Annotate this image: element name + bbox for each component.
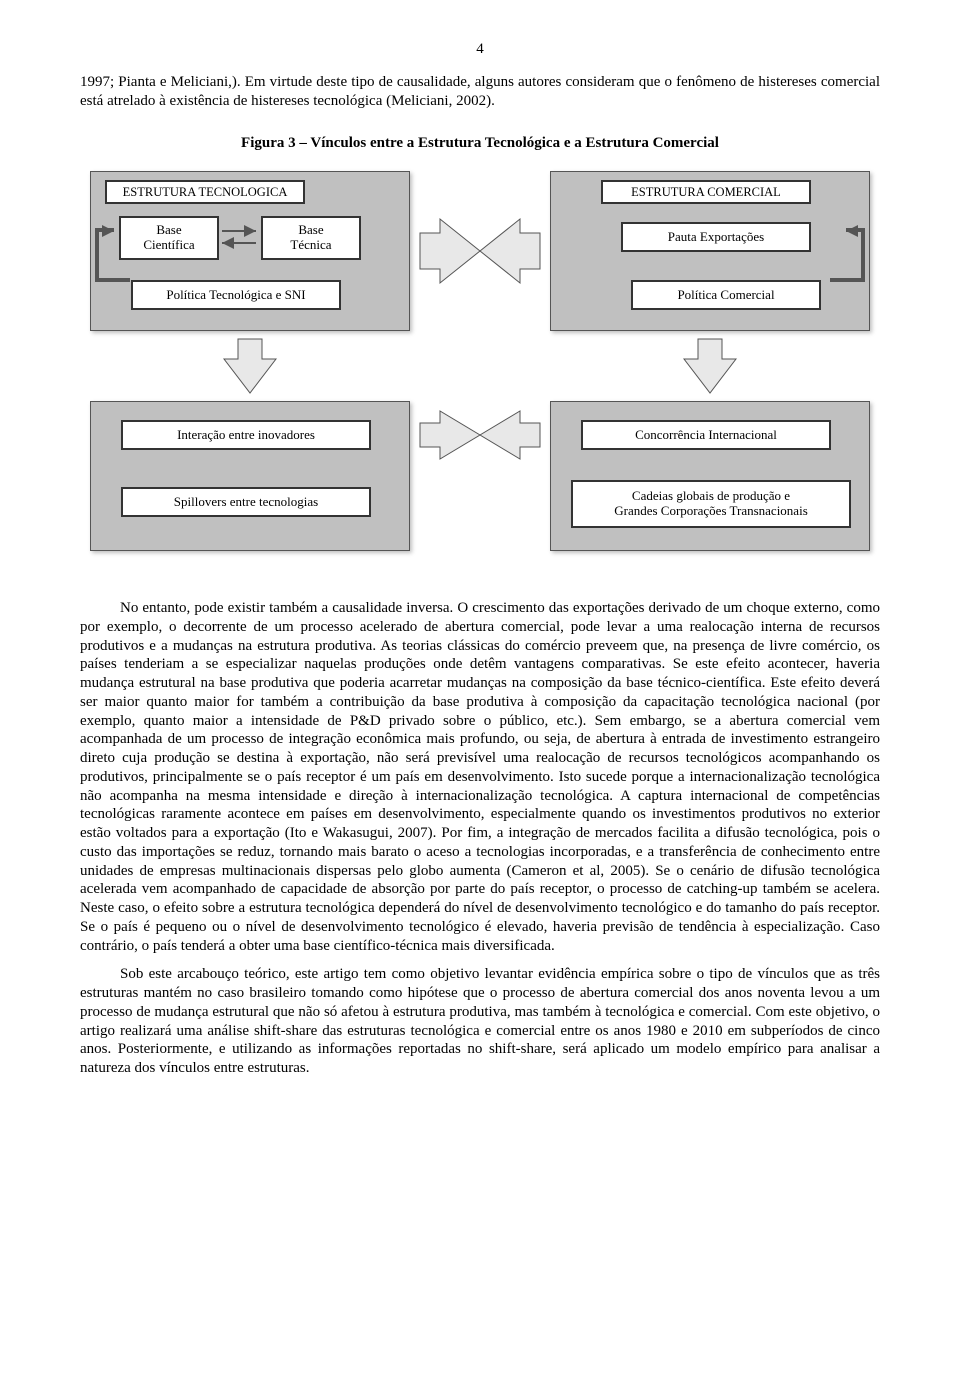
panel-concorrencia: Concorrência Internacional Cadeias globa… (550, 401, 870, 551)
header-estrutura-tecnologica: ESTRUTURA TECNOLOGICA (105, 180, 305, 204)
panel-estrutura-tecnologica: ESTRUTURA TECNOLOGICA Base Científica Ba… (90, 171, 410, 331)
body-paragraph-2: Sob este arcabouço teórico, este artigo … (80, 965, 880, 1078)
box-base-tecnica: Base Técnica (261, 216, 361, 260)
box-spillovers: Spillovers entre tecnologias (121, 487, 371, 517)
box-cadeias-globais: Cadeias globais de produção e Grandes Co… (571, 480, 851, 528)
box-base-cientifica: Base Científica (119, 216, 219, 260)
box-concorrencia-internacional: Concorrência Internacional (581, 420, 831, 450)
body-paragraph-1: No entanto, pode existir também a causal… (80, 599, 880, 955)
box-politica-tecnologica: Política Tecnológica e SNI (131, 280, 341, 310)
box-pauta-exportacoes: Pauta Exportações (621, 222, 811, 252)
page-number: 4 (80, 40, 880, 59)
figure-diagram: ESTRUTURA TECNOLOGICA Base Científica Ba… (90, 171, 870, 571)
box-politica-comercial: Política Comercial (631, 280, 821, 310)
box-interacao-inovadores: Interação entre inovadores (121, 420, 371, 450)
panel-interacao: Interação entre inovadores Spillovers en… (90, 401, 410, 551)
figure-title: Figura 3 – Vínculos entre a Estrutura Te… (80, 134, 880, 153)
header-estrutura-comercial: ESTRUTURA COMERCIAL (601, 180, 811, 204)
intro-paragraph: 1997; Pianta e Meliciani,). Em virtude d… (80, 73, 880, 111)
panel-estrutura-comercial: ESTRUTURA COMERCIAL Pauta Exportações Po… (550, 171, 870, 331)
